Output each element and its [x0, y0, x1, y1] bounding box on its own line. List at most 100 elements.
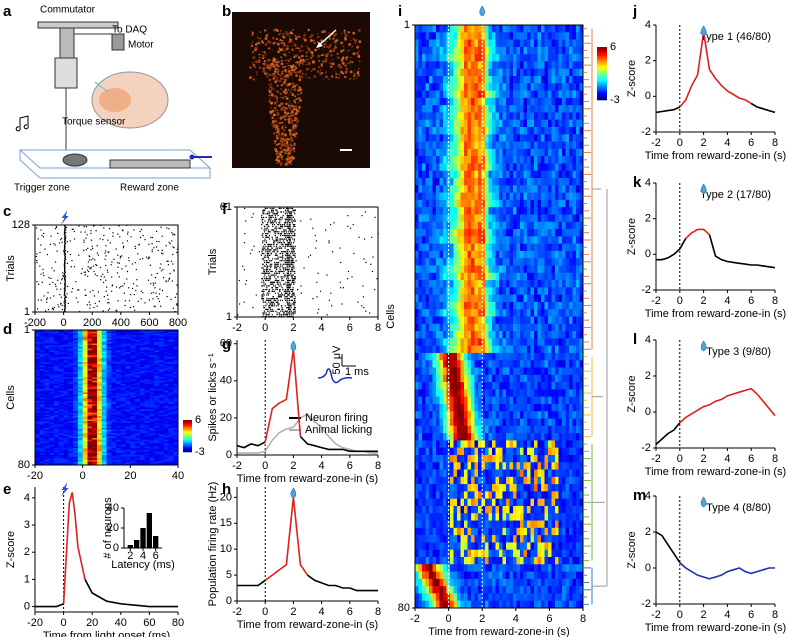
speckle [297, 89, 299, 91]
schematic-label: Torque sensor [62, 117, 126, 128]
spike [279, 291, 280, 292]
spike [117, 300, 118, 301]
speckle [290, 113, 291, 114]
spike [326, 275, 327, 276]
spike [152, 249, 153, 250]
spike [262, 242, 263, 243]
speckle [280, 33, 281, 34]
spike [62, 309, 63, 310]
y-axis-label: Z-score [5, 531, 17, 568]
spike [57, 280, 58, 281]
speckle [254, 47, 256, 49]
spike [273, 244, 274, 245]
spike [283, 267, 284, 268]
spike [52, 308, 53, 309]
spike [273, 275, 274, 276]
spike [263, 246, 264, 247]
spike [291, 296, 292, 297]
spike [270, 282, 271, 283]
speckle [290, 142, 291, 143]
speckle [277, 61, 279, 63]
spike [285, 311, 286, 312]
spike [110, 242, 111, 243]
spike [89, 302, 90, 303]
speckle [290, 103, 291, 104]
bar [134, 540, 139, 548]
spike [133, 229, 134, 230]
spike [363, 307, 364, 308]
spike [278, 293, 279, 294]
spike [281, 276, 282, 277]
spike [246, 280, 247, 281]
spike [285, 255, 286, 256]
y-axis-label: # of neurons [102, 497, 114, 559]
spike [341, 303, 342, 304]
spike [289, 302, 290, 303]
spike [293, 314, 294, 315]
speckle [267, 73, 269, 75]
speckle [273, 113, 276, 116]
spike [295, 253, 296, 254]
spike [264, 302, 265, 303]
speckle [288, 115, 289, 116]
spike [61, 279, 62, 280]
speckle [298, 111, 300, 113]
speckle [258, 59, 261, 62]
spike [46, 302, 47, 303]
spike [71, 291, 72, 292]
speckle [310, 40, 313, 43]
spike [267, 266, 268, 267]
speckle [275, 65, 277, 67]
spike [148, 244, 149, 245]
spike [140, 259, 141, 260]
speckle [273, 122, 275, 124]
spike [294, 305, 295, 306]
spike [291, 262, 292, 263]
spike [156, 231, 157, 232]
spike [78, 225, 79, 226]
spike [274, 273, 275, 274]
spike [270, 246, 271, 247]
spike [275, 264, 276, 265]
spike [272, 289, 273, 290]
speckle [291, 111, 294, 114]
speckle [259, 38, 261, 40]
spike [105, 245, 106, 246]
speckle [264, 63, 267, 66]
spike [279, 267, 280, 268]
speckle [348, 31, 350, 33]
speckle [290, 115, 292, 117]
speckle [295, 37, 298, 40]
spike [50, 236, 51, 237]
spike [289, 246, 290, 247]
spike [276, 262, 277, 263]
speckle [280, 108, 283, 111]
spike [149, 299, 150, 300]
spike [289, 312, 290, 313]
spike [291, 257, 292, 258]
speckle [289, 156, 291, 158]
spike [75, 281, 76, 282]
spike [266, 271, 267, 272]
spike [266, 242, 267, 243]
speckle [333, 38, 335, 40]
spike [141, 298, 142, 299]
speckle [283, 44, 285, 46]
speckle [335, 76, 337, 78]
speckle [272, 43, 274, 45]
speckle [274, 103, 276, 105]
spike [271, 264, 272, 265]
spike [285, 289, 286, 290]
speckle [280, 147, 282, 149]
spike [85, 274, 86, 275]
speckle [289, 31, 292, 34]
plot-frame [35, 225, 178, 312]
speckle [325, 71, 327, 73]
speckle [284, 111, 287, 114]
speckle [289, 117, 291, 119]
speckle [281, 84, 283, 86]
speckle [294, 87, 296, 89]
speckle [290, 38, 292, 40]
speckle [296, 105, 297, 106]
speckle [291, 110, 292, 111]
